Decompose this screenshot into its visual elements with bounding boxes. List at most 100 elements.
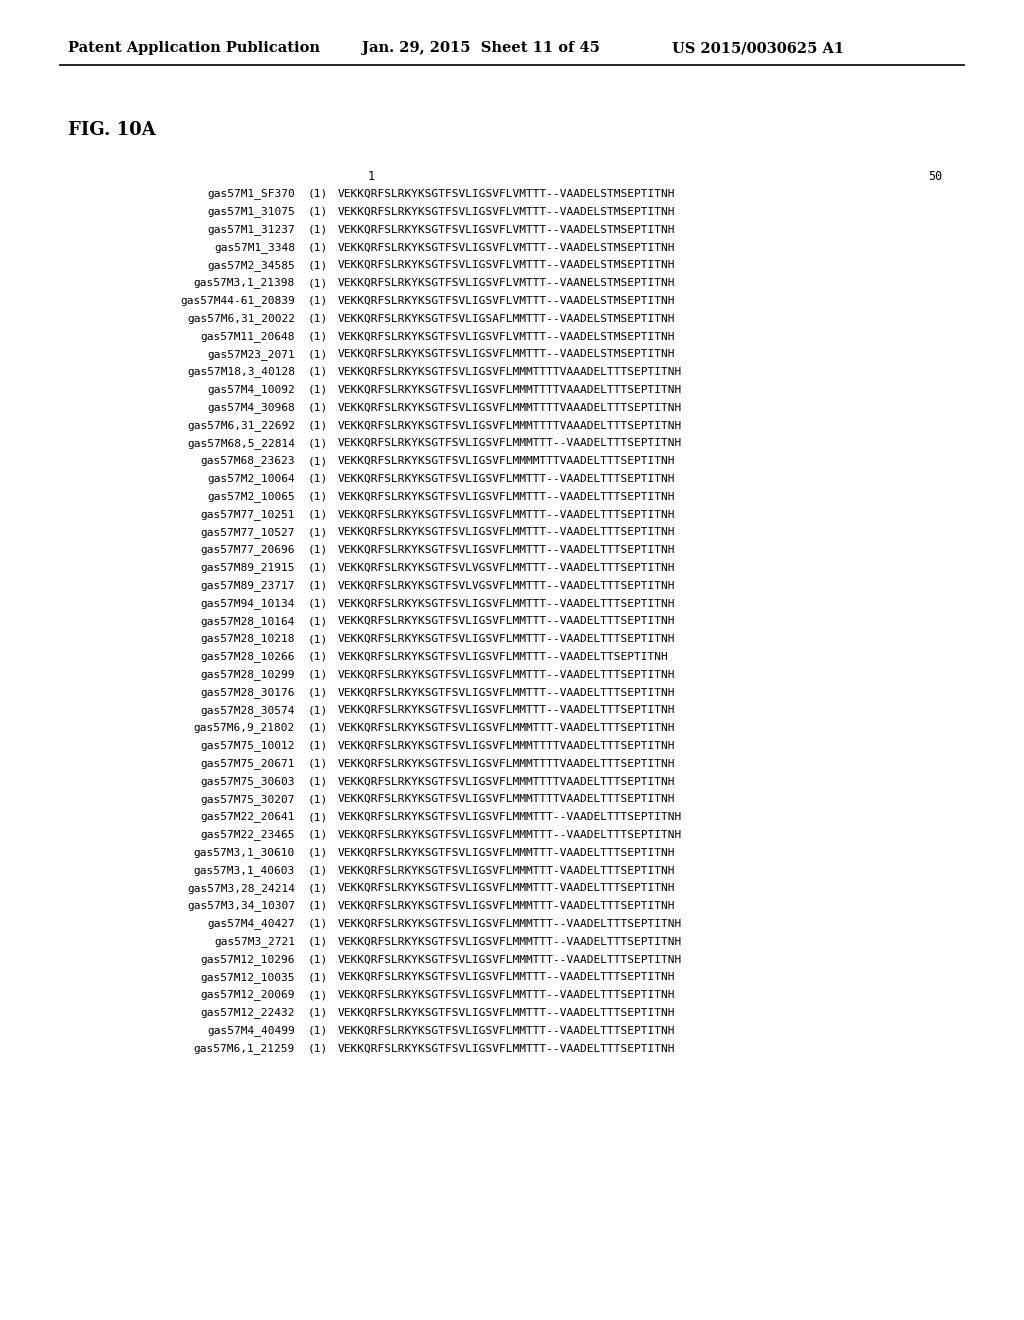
Text: VEKKQRFSLRKYKSGTFSVLIGSVFLMMMTTTTVAADELTTTSEPTITNH: VEKKQRFSLRKYKSGTFSVLIGSVFLMMMTTTTVAADELT…	[338, 759, 676, 768]
Text: (1): (1)	[308, 669, 329, 680]
Text: gas57M1_31075: gas57M1_31075	[207, 206, 295, 218]
Text: gas57M28_30574: gas57M28_30574	[201, 705, 295, 715]
Text: gas57M6,31_22692: gas57M6,31_22692	[187, 420, 295, 430]
Text: VEKKQRFSLRKYKSGTFSVLIGSVFLMMMTTT-VAADELTTTSEPTITNH: VEKKQRFSLRKYKSGTFSVLIGSVFLMMMTTT-VAADELT…	[338, 883, 676, 894]
Text: VEKKQRFSLRKYKSGTFSVLIGSVFLMMMTTTTVAAADELTTTSEPTITNH: VEKKQRFSLRKYKSGTFSVLIGSVFLMMMTTTTVAAADEL…	[338, 367, 682, 378]
Text: VEKKQRFSLRKYKSGTFSVLIGSVFLMMMMTTTVAADELTTTSEPTITNH: VEKKQRFSLRKYKSGTFSVLIGSVFLMMMMTTTVAADELT…	[338, 455, 676, 466]
Text: (1): (1)	[308, 830, 329, 840]
Text: Jan. 29, 2015  Sheet 11 of 45: Jan. 29, 2015 Sheet 11 of 45	[362, 41, 600, 55]
Text: (1): (1)	[308, 1007, 329, 1018]
Text: VEKKQRFSLRKYKSGTFSVLIGSVFLMMMTTTTVAADELTTTSEPTITNH: VEKKQRFSLRKYKSGTFSVLIGSVFLMMMTTTTVAADELT…	[338, 741, 676, 751]
Text: gas57M75_10012: gas57M75_10012	[201, 741, 295, 751]
Text: VEKKQRFSLRKYKSGTFSVLIGSVFLMMTTT--VAADELTTTSEPTITNH: VEKKQRFSLRKYKSGTFSVLIGSVFLMMTTT--VAADELT…	[338, 1007, 676, 1018]
Text: (1): (1)	[308, 723, 329, 733]
Text: (1): (1)	[308, 296, 329, 306]
Text: VEKKQRFSLRKYKSGTFSVLIGSVFLMMTTT--VAADELTTTSEPTITNH: VEKKQRFSLRKYKSGTFSVLIGSVFLMMTTT--VAADELT…	[338, 491, 676, 502]
Text: gas57M77_10527: gas57M77_10527	[201, 527, 295, 537]
Text: (1): (1)	[308, 759, 329, 768]
Text: FIG. 10A: FIG. 10A	[68, 121, 156, 139]
Text: gas57M23_2071: gas57M23_2071	[207, 348, 295, 359]
Text: (1): (1)	[308, 741, 329, 751]
Text: gas57M68_23623: gas57M68_23623	[201, 455, 295, 466]
Text: gas57M6,31_20022: gas57M6,31_20022	[187, 313, 295, 323]
Text: (1): (1)	[308, 812, 329, 822]
Text: gas57M12_20069: gas57M12_20069	[201, 990, 295, 1001]
Text: gas57M3,1_21398: gas57M3,1_21398	[194, 277, 295, 289]
Text: VEKKQRFSLRKYKSGTFSVLIGSVFLMMTTT--VAADELTTTSEPTITNH: VEKKQRFSLRKYKSGTFSVLIGSVFLMMTTT--VAADELT…	[338, 527, 676, 537]
Text: (1): (1)	[308, 581, 329, 590]
Text: gas57M28_10218: gas57M28_10218	[201, 634, 295, 644]
Text: Patent Application Publication: Patent Application Publication	[68, 41, 319, 55]
Text: (1): (1)	[308, 847, 329, 858]
Text: VEKKQRFSLRKYKSGTFSVLIGSVFLVMTTT--VAADELSTMSEPTITNH: VEKKQRFSLRKYKSGTFSVLIGSVFLVMTTT--VAADELS…	[338, 296, 676, 306]
Text: 50: 50	[928, 170, 942, 183]
Text: gas57M3,1_30610: gas57M3,1_30610	[194, 847, 295, 858]
Text: gas57M2_10064: gas57M2_10064	[207, 474, 295, 484]
Text: gas57M6,1_21259: gas57M6,1_21259	[194, 1043, 295, 1053]
Text: VEKKQRFSLRKYKSGTFSVLIGSVFLMMMTTT-VAADELTTTSEPTITNH: VEKKQRFSLRKYKSGTFSVLIGSVFLMMMTTT-VAADELT…	[338, 847, 676, 858]
Text: gas57M28_10164: gas57M28_10164	[201, 615, 295, 627]
Text: VEKKQRFSLRKYKSGTFSVLIGSVFLMMMTTT-VAADELTTTSEPTITNH: VEKKQRFSLRKYKSGTFSVLIGSVFLMMMTTT-VAADELT…	[338, 902, 676, 911]
Text: VEKKQRFSLRKYKSGTFSVLIGSVFLMMTTT--VAADELTTTSEPTITNH: VEKKQRFSLRKYKSGTFSVLIGSVFLMMTTT--VAADELT…	[338, 1026, 676, 1036]
Text: gas57M22_23465: gas57M22_23465	[201, 829, 295, 841]
Text: gas57M68,5_22814: gas57M68,5_22814	[187, 438, 295, 449]
Text: US 2015/0030625 A1: US 2015/0030625 A1	[672, 41, 844, 55]
Text: (1): (1)	[308, 420, 329, 430]
Text: VEKKQRFSLRKYKSGTFSVLIGSVFLMMMTTTTVAADELTTTSEPTITNH: VEKKQRFSLRKYKSGTFSVLIGSVFLMMMTTTTVAADELT…	[338, 795, 676, 804]
Text: VEKKQRFSLRKYKSGTFSVLIGSVFLMMMTTT--VAADELTTTSEPTITNH: VEKKQRFSLRKYKSGTFSVLIGSVFLMMMTTT--VAADEL…	[338, 954, 682, 965]
Text: gas57M11_20648: gas57M11_20648	[201, 331, 295, 342]
Text: gas57M77_20696: gas57M77_20696	[201, 545, 295, 556]
Text: VEKKQRFSLRKYKSGTFSVLIGSVFLVMTTT--VAADELSTMSEPTITNH: VEKKQRFSLRKYKSGTFSVLIGSVFLVMTTT--VAADELS…	[338, 224, 676, 235]
Text: gas57M1_31237: gas57M1_31237	[207, 224, 295, 235]
Text: VEKKQRFSLRKYKSGTFSVLIGSVFLMMTTT--VAADELTTTSEPTITNH: VEKKQRFSLRKYKSGTFSVLIGSVFLMMTTT--VAADELT…	[338, 474, 676, 484]
Text: (1): (1)	[308, 243, 329, 252]
Text: (1): (1)	[308, 883, 329, 894]
Text: gas57M12_22432: gas57M12_22432	[201, 1007, 295, 1018]
Text: VEKKQRFSLRKYKSGTFSVLIGSVFLVMTTT--VAADELSTMSEPTITNH: VEKKQRFSLRKYKSGTFSVLIGSVFLVMTTT--VAADELS…	[338, 260, 676, 271]
Text: (1): (1)	[308, 795, 329, 804]
Text: VEKKQRFSLRKYKSGTFSVLIGSVFLVMTTT--VAADELSTMSEPTITNH: VEKKQRFSLRKYKSGTFSVLIGSVFLVMTTT--VAADELS…	[338, 189, 676, 199]
Text: VEKKQRFSLRKYKSGTFSVLIGSVFLMMMTTT--VAADELTTTSEPTITNH: VEKKQRFSLRKYKSGTFSVLIGSVFLMMMTTT--VAADEL…	[338, 438, 682, 449]
Text: (1): (1)	[308, 279, 329, 288]
Text: VEKKQRFSLRKYKSGTFSVLIGSVFLVMTTT--VAANELSTMSEPTITNH: VEKKQRFSLRKYKSGTFSVLIGSVFLVMTTT--VAANELS…	[338, 279, 676, 288]
Text: VEKKQRFSLRKYKSGTFSVLIGSVFLMMMTTT-VAADELTTTSEPTITNH: VEKKQRFSLRKYKSGTFSVLIGSVFLMMMTTT-VAADELT…	[338, 723, 676, 733]
Text: VEKKQRFSLRKYKSGTFSVLIGSVFLMMTTT--VAADELTTTSEPTITNH: VEKKQRFSLRKYKSGTFSVLIGSVFLMMTTT--VAADELT…	[338, 705, 676, 715]
Text: VEKKQRFSLRKYKSGTFSVLIGSVFLMMMTTTTVAADELTTTSEPTITNH: VEKKQRFSLRKYKSGTFSVLIGSVFLMMMTTTTVAADELT…	[338, 776, 676, 787]
Text: 1: 1	[368, 170, 375, 183]
Text: (1): (1)	[308, 562, 329, 573]
Text: VEKKQRFSLRKYKSGTFSVLIGSVFLMMMTTTTVAAADELTTTSEPTITNH: VEKKQRFSLRKYKSGTFSVLIGSVFLMMMTTTTVAAADEL…	[338, 385, 682, 395]
Text: (1): (1)	[308, 350, 329, 359]
Text: gas57M44-61_20839: gas57M44-61_20839	[180, 296, 295, 306]
Text: (1): (1)	[308, 455, 329, 466]
Text: VEKKQRFSLRKYKSGTFSVLVGSVFLMMTTT--VAADELTTTSEPTITNH: VEKKQRFSLRKYKSGTFSVLVGSVFLMMTTT--VAADELT…	[338, 562, 676, 573]
Text: (1): (1)	[308, 189, 329, 199]
Text: VEKKQRFSLRKYKSGTFSVLIGSVFLVMTTT--VAADELSTMSEPTITNH: VEKKQRFSLRKYKSGTFSVLIGSVFLVMTTT--VAADELS…	[338, 243, 676, 252]
Text: VEKKQRFSLRKYKSGTFSVLIGSVFLMMTTT--VAADELTTTSEPTITNH: VEKKQRFSLRKYKSGTFSVLIGSVFLMMTTT--VAADELT…	[338, 688, 676, 697]
Text: VEKKQRFSLRKYKSGTFSVLIGSVFLMMTTT--VAADELSTMSEPTITNH: VEKKQRFSLRKYKSGTFSVLIGSVFLMMTTT--VAADELS…	[338, 350, 676, 359]
Text: VEKKQRFSLRKYKSGTFSVLIGSVFLMMMTTT--VAADELTTTSEPTITNH: VEKKQRFSLRKYKSGTFSVLIGSVFLMMMTTT--VAADEL…	[338, 937, 682, 946]
Text: gas57M22_20641: gas57M22_20641	[201, 812, 295, 822]
Text: gas57M77_10251: gas57M77_10251	[201, 510, 295, 520]
Text: (1): (1)	[308, 474, 329, 484]
Text: gas57M75_20671: gas57M75_20671	[201, 758, 295, 770]
Text: VEKKQRFSLRKYKSGTFSVLIGSVFLMMTTT--VAADELTTTSEPTITNH: VEKKQRFSLRKYKSGTFSVLIGSVFLMMTTT--VAADELT…	[338, 1043, 676, 1053]
Text: gas57M1_SF370: gas57M1_SF370	[207, 189, 295, 199]
Text: (1): (1)	[308, 527, 329, 537]
Text: (1): (1)	[308, 403, 329, 413]
Text: gas57M4_40427: gas57M4_40427	[207, 919, 295, 929]
Text: (1): (1)	[308, 438, 329, 449]
Text: VEKKQRFSLRKYKSGTFSVLIGSVFLVMTTT--VAADELSTMSEPTITNH: VEKKQRFSLRKYKSGTFSVLIGSVFLVMTTT--VAADELS…	[338, 207, 676, 216]
Text: gas57M75_30207: gas57M75_30207	[201, 793, 295, 805]
Text: VEKKQRFSLRKYKSGTFSVLIGSVFLVMTTT--VAADELSTMSEPTITNH: VEKKQRFSLRKYKSGTFSVLIGSVFLVMTTT--VAADELS…	[338, 331, 676, 342]
Text: VEKKQRFSLRKYKSGTFSVLIGSVFLMMTTT--VAADELTTTSEPTITNH: VEKKQRFSLRKYKSGTFSVLIGSVFLMMTTT--VAADELT…	[338, 510, 676, 519]
Text: (1): (1)	[308, 616, 329, 626]
Text: gas57M3,28_24214: gas57M3,28_24214	[187, 883, 295, 894]
Text: VEKKQRFSLRKYKSGTFSVLIGSVFLMMMTTT--VAADELTTTSEPTITNH: VEKKQRFSLRKYKSGTFSVLIGSVFLMMMTTT--VAADEL…	[338, 919, 682, 929]
Text: gas57M3,1_40603: gas57M3,1_40603	[194, 865, 295, 876]
Text: gas57M28_30176: gas57M28_30176	[201, 686, 295, 698]
Text: gas57M3_2721: gas57M3_2721	[214, 936, 295, 946]
Text: (1): (1)	[308, 866, 329, 875]
Text: gas57M18,3_40128: gas57M18,3_40128	[187, 367, 295, 378]
Text: (1): (1)	[308, 688, 329, 697]
Text: (1): (1)	[308, 902, 329, 911]
